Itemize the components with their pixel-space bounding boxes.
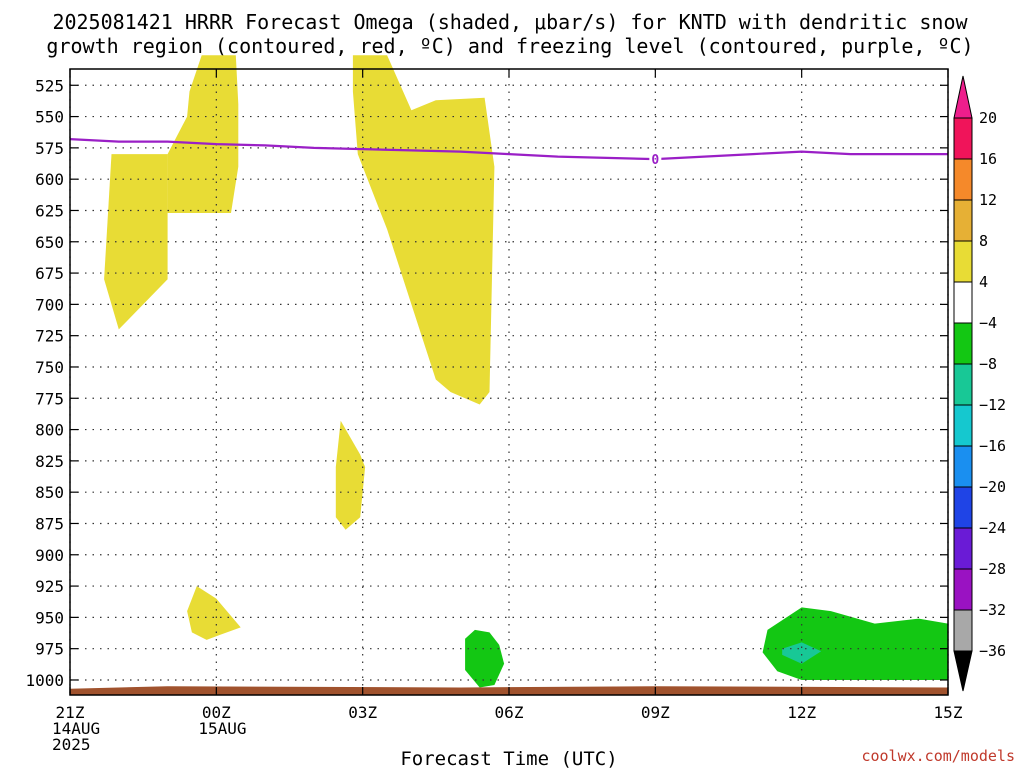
- colorbar-label-13: −36: [979, 642, 1006, 660]
- y-tick-label-775: 775: [35, 389, 64, 408]
- colorbar-box-5: [953, 322, 973, 365]
- colorbar-box-10: [953, 527, 973, 570]
- colorbar-box-9: [953, 486, 973, 529]
- colorbar-label-11: −28: [979, 560, 1006, 578]
- colorbar-label-0: 20: [979, 109, 997, 127]
- colorbar-label-2: 12: [979, 191, 997, 209]
- colorbar-label-3: 8: [979, 232, 988, 250]
- freezing-level-label-bg: [649, 151, 662, 166]
- x-tick-label-3-0: 00Z: [202, 703, 231, 722]
- y-tick-label-575: 575: [35, 139, 64, 158]
- y-tick-label-650: 650: [35, 233, 64, 252]
- y-tick-label-550: 550: [35, 108, 64, 127]
- freezing-level-layer: 0: [69, 138, 948, 168]
- colorbar-box-12: [953, 609, 973, 652]
- colorbar: 20 16 12 8 4 −4 −8 −12 −16 −20 −24 −28 −32 −36: [953, 75, 1006, 692]
- omega-region-1: [104, 154, 168, 330]
- chart-title-line-1: 2025081421 HRRR Forecast Omega (shaded, …: [52, 10, 968, 34]
- colorbar-box-8: [953, 445, 973, 488]
- colorbar-box-2: [953, 199, 973, 242]
- y-tick-label-1000: 1000: [25, 671, 64, 690]
- x-tick-label-0-0: 21Z: [56, 703, 85, 722]
- chart-title-line-2: growth region (contoured, red, ºC) and f…: [46, 34, 973, 58]
- y-tick-label-875: 875: [35, 514, 64, 533]
- colorbar-box-1: [953, 158, 973, 201]
- colorbar-label-1: 16: [979, 150, 997, 168]
- plot-area: [70, 55, 948, 695]
- y-tick-label-925: 925: [35, 577, 64, 596]
- colorbar-box-6: [953, 363, 973, 406]
- y-tick-label-750: 750: [35, 358, 64, 377]
- colorbar-bottom-arrow: [953, 650, 973, 692]
- colorbar-label-10: −24: [979, 519, 1006, 537]
- freezing-level-label: 0: [651, 153, 659, 168]
- colorbar-label-6: −8: [979, 355, 997, 373]
- omega-region-2: [352, 55, 495, 405]
- x-tick-label-12-0: 09Z: [641, 703, 670, 722]
- omega-region-7: [782, 642, 822, 664]
- x-tick-label-3-1: 15AUG: [198, 719, 246, 738]
- y-tick-label-725: 725: [35, 327, 64, 346]
- y-tick-label-525: 525: [35, 76, 64, 95]
- y-tick-label-600: 600: [35, 170, 64, 189]
- y-tick-label-975: 975: [35, 640, 64, 659]
- y-tick-label-800: 800: [35, 421, 64, 440]
- colorbar-label-7: −12: [979, 396, 1006, 414]
- omega-region-0: [167, 55, 239, 214]
- omega-region-5: [465, 629, 505, 688]
- credit-link[interactable]: coolwx.com/models: [861, 747, 1015, 765]
- colorbar-box-11: [953, 568, 973, 611]
- y-tick-label-900: 900: [35, 546, 64, 565]
- y-tick-label-825: 825: [35, 452, 64, 471]
- x-tick-label-9-0: 06Z: [495, 703, 524, 722]
- x-tick-label-18-0: 15Z: [934, 703, 963, 722]
- x-tick-label-0-1: 14AUG: [52, 719, 100, 738]
- y-tick-label-625: 625: [35, 201, 64, 220]
- y-tick-label-850: 850: [35, 483, 64, 502]
- colorbar-label-8: −16: [979, 437, 1006, 455]
- colorbar-label-9: −20: [979, 478, 1006, 496]
- y-tick-label-950: 950: [35, 608, 64, 627]
- colorbar-label-5: −4: [979, 314, 997, 332]
- y-tick-label-675: 675: [35, 264, 64, 283]
- x-axis-title: Forecast Time (UTC): [400, 748, 617, 768]
- colorbar-box-0: [953, 117, 973, 160]
- omega-region-4: [187, 586, 241, 640]
- colorbar-box-4: [953, 281, 973, 324]
- omega-region-6: [762, 607, 948, 680]
- x-tick-label-15-0: 12Z: [787, 703, 816, 722]
- axes: 525 550 575 600 625 650 675 700 725 750 775 800 825 8…: [25, 69, 963, 754]
- colorbar-label-12: −32: [979, 601, 1006, 619]
- colorbar-box-3: [953, 240, 973, 283]
- colorbar-top-arrow: [953, 75, 973, 119]
- omega-region-3: [335, 420, 366, 530]
- y-tick-label-700: 700: [35, 295, 64, 314]
- x-tick-label-0-2: 2025: [52, 735, 91, 754]
- freezing-level-line: [69, 138, 948, 161]
- colorbar-label-4: 4: [979, 273, 988, 291]
- colorbar-box-7: [953, 404, 973, 447]
- x-tick-label-6-0: 03Z: [348, 703, 377, 722]
